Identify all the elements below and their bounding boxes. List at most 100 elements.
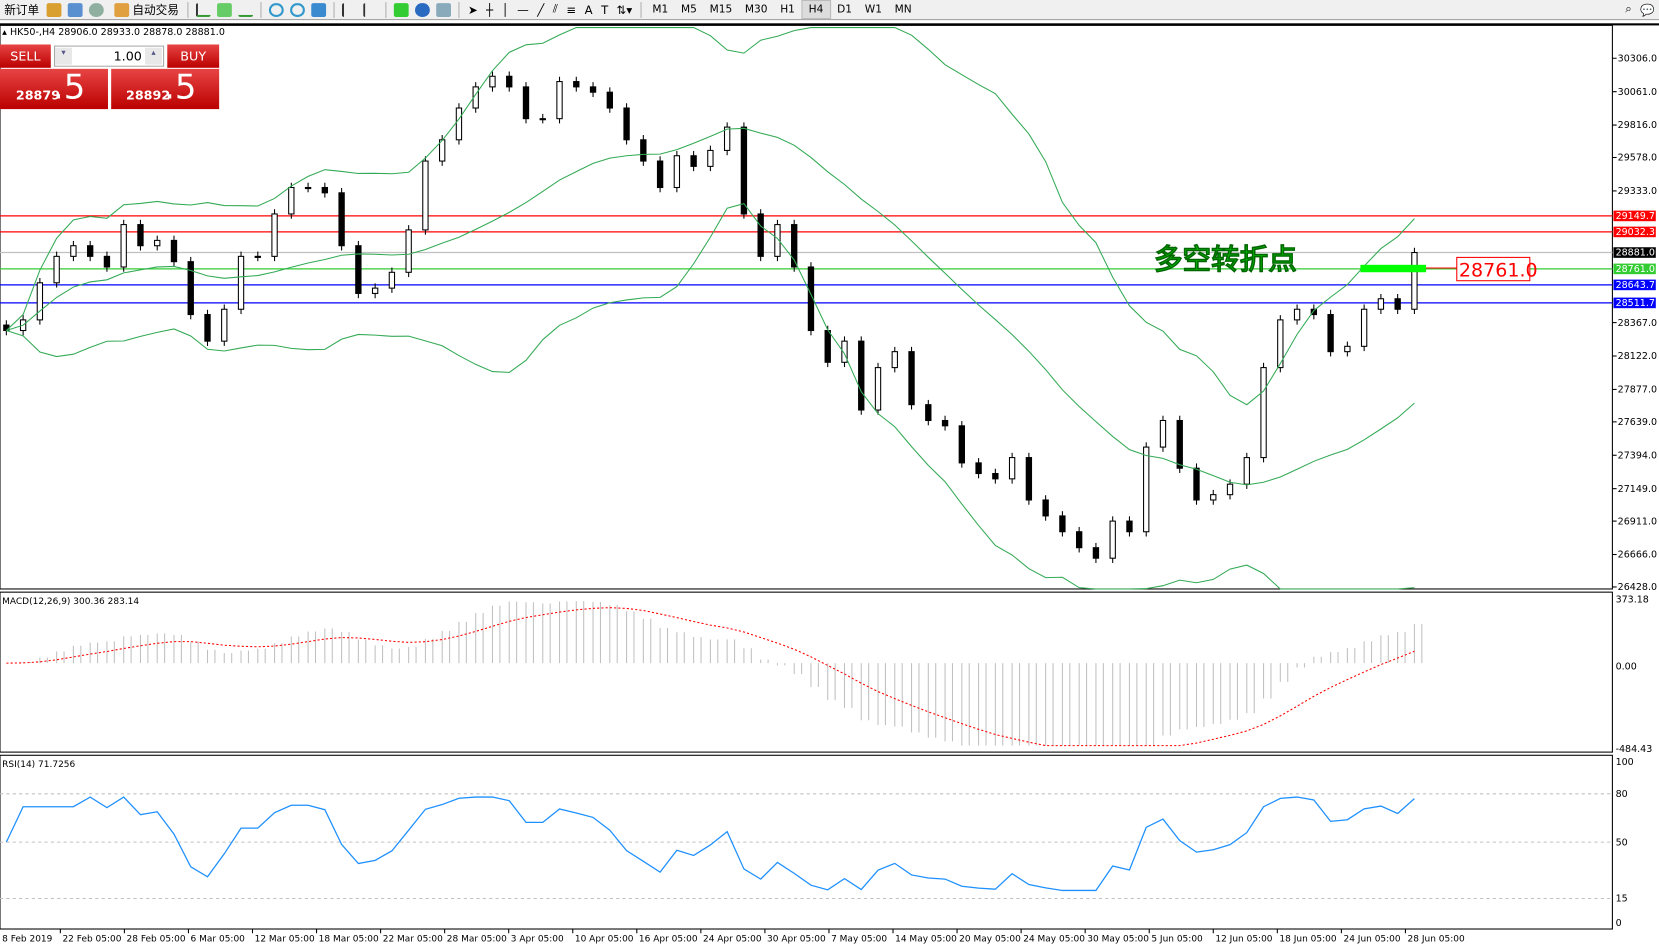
candle-body bbox=[791, 224, 798, 268]
signals-icon[interactable] bbox=[88, 2, 104, 17]
time-label: 7 May 05:00 bbox=[831, 935, 887, 945]
collapse-icon[interactable]: ▴ bbox=[2, 27, 10, 39]
candlestick-icon[interactable] bbox=[217, 2, 232, 17]
price-line-label-bg bbox=[1613, 226, 1656, 238]
periods-icon[interactable] bbox=[415, 2, 430, 17]
text-icon[interactable]: A bbox=[584, 2, 593, 17]
candle-body bbox=[1008, 457, 1016, 480]
time-label: 20 May 05:00 bbox=[959, 935, 1021, 945]
symbol-ohlc: HK50-,H4 28906.0 28933.0 28878.0 28881.0 bbox=[9, 27, 225, 39]
templates-icon[interactable] bbox=[436, 2, 452, 17]
timeframe-d1[interactable]: D1 bbox=[837, 3, 853, 16]
candle-body bbox=[1226, 483, 1234, 496]
volume-up-button[interactable]: ▴ bbox=[145, 47, 162, 65]
timeframe-m1[interactable]: M1 bbox=[652, 3, 669, 16]
main-panel-frame bbox=[0, 25, 1613, 590]
fibonacci-icon[interactable]: ≡ bbox=[566, 2, 577, 17]
candle-body bbox=[170, 239, 178, 263]
candle-body bbox=[573, 81, 580, 88]
buy-price-button[interactable]: 28892 .5 bbox=[111, 67, 220, 110]
sell-price-button[interactable]: 28879 .5 bbox=[0, 66, 108, 110]
bar-chart-icon[interactable] bbox=[195, 2, 211, 17]
line-chart-icon[interactable] bbox=[238, 3, 254, 17]
market-watch-icon[interactable] bbox=[46, 2, 62, 17]
time-label: 16 Apr 05:00 bbox=[639, 935, 698, 945]
arrows-icon[interactable]: ⇅▾ bbox=[616, 2, 633, 17]
timeframe-h4[interactable]: H4 bbox=[801, 0, 831, 20]
time-label: 8 Feb 2019 bbox=[2, 935, 53, 945]
candle-body bbox=[673, 155, 681, 189]
time-label: 10 Apr 05:00 bbox=[575, 935, 634, 945]
cursor-icon[interactable]: ➤ bbox=[467, 2, 478, 17]
buy-button[interactable]: BUY bbox=[167, 44, 220, 68]
price-tick-label: 29333.0 bbox=[1618, 186, 1657, 197]
candle-body bbox=[1394, 298, 1401, 310]
chat-icon[interactable]: 💬 bbox=[1640, 2, 1655, 17]
zoom-in-icon[interactable] bbox=[268, 2, 284, 17]
candle-body bbox=[1310, 308, 1318, 316]
candle-body bbox=[1293, 308, 1301, 321]
candle-body bbox=[338, 192, 345, 247]
price-line-label-bg bbox=[1613, 247, 1656, 258]
time-label: 12 Jun 05:00 bbox=[1215, 935, 1272, 945]
time-label: 3 Apr 05:00 bbox=[511, 935, 564, 945]
price-tick-label: 28122.0 bbox=[1618, 351, 1657, 362]
candle-body bbox=[271, 213, 278, 257]
price-tick-label: 29578.0 bbox=[1618, 153, 1657, 164]
indicators-icon[interactable] bbox=[393, 2, 409, 17]
price-tick-label: 26911.0 bbox=[1618, 516, 1657, 527]
trendline-icon[interactable]: ╱ bbox=[537, 2, 545, 17]
price-line-label-bg bbox=[1613, 297, 1656, 309]
tile-windows-icon[interactable] bbox=[311, 2, 327, 17]
candle-body bbox=[321, 186, 329, 194]
search-icon[interactable]: ⌕ bbox=[1625, 2, 1632, 16]
candle-body bbox=[740, 126, 748, 215]
candle-body bbox=[1344, 345, 1351, 353]
sell-button[interactable]: SELL bbox=[0, 44, 51, 68]
candle-body bbox=[1092, 547, 1100, 559]
candle-body bbox=[1377, 298, 1385, 310]
time-label: 24 Apr 05:00 bbox=[703, 935, 762, 945]
vertical-line-icon[interactable]: │ bbox=[501, 2, 509, 17]
autoscroll-icon[interactable] bbox=[363, 2, 378, 17]
macd-histogram bbox=[22, 601, 1423, 746]
chart-window[interactable]: 30306.0 30061.0 29816.0 29578.0 29333.0 28367… bbox=[0, 23, 1659, 946]
timeframe-m30[interactable]: M30 bbox=[744, 3, 768, 16]
candle-body bbox=[1159, 419, 1167, 448]
new-order-button[interactable]: 新订单 bbox=[4, 3, 40, 17]
time-label: 18 Mar 05:00 bbox=[319, 935, 379, 945]
auto-trading-button[interactable]: 自动交易 bbox=[107, 0, 183, 19]
timeframe-mn[interactable]: MN bbox=[894, 3, 912, 16]
equidistant-channel-icon[interactable]: ⫽ bbox=[552, 2, 558, 16]
price-line-label-bg bbox=[1613, 210, 1656, 222]
candle-body bbox=[1243, 457, 1250, 485]
sell-price: 28879 bbox=[15, 87, 61, 103]
candle-body bbox=[690, 155, 697, 167]
text-label-icon[interactable]: T bbox=[601, 2, 609, 17]
candle-body bbox=[36, 282, 44, 321]
chart-info: ▴ HK50-,H4 28906.0 28933.0 28878.0 28881… bbox=[2, 28, 225, 39]
price-line-label: 29149.7 bbox=[1616, 211, 1655, 222]
price-tick-label: 29816.0 bbox=[1618, 120, 1657, 131]
price-tick-label: 30306.0 bbox=[1618, 53, 1657, 64]
time-label: 24 May 05:00 bbox=[1023, 935, 1085, 945]
chart-shift-icon[interactable] bbox=[341, 2, 357, 17]
zoom-out-icon[interactable] bbox=[290, 2, 305, 17]
volume-input[interactable]: 1.00 bbox=[53, 45, 165, 67]
timeframe-h1[interactable]: H1 bbox=[780, 3, 795, 16]
price-tick-label: 30061.0 bbox=[1618, 87, 1657, 98]
sell-price-pips: .5 bbox=[52, 66, 86, 107]
candle-body bbox=[774, 224, 781, 257]
timeframe-m15[interactable]: M15 bbox=[709, 3, 733, 16]
timeframe-w1[interactable]: W1 bbox=[864, 3, 882, 16]
candle-body bbox=[1176, 419, 1183, 469]
candle-body bbox=[388, 271, 396, 289]
horizontal-line-icon[interactable]: — bbox=[517, 2, 529, 17]
timeframe-m5[interactable]: M5 bbox=[680, 3, 697, 16]
price-tick-label: 27149.0 bbox=[1618, 484, 1657, 495]
time-label: 5 Jun 05:00 bbox=[1151, 935, 1203, 945]
volume-down-button[interactable]: ▾ bbox=[55, 47, 72, 65]
candle-body bbox=[70, 245, 77, 257]
crosshair-icon[interactable]: ┼ bbox=[486, 2, 494, 17]
navigator-icon[interactable] bbox=[67, 2, 83, 17]
